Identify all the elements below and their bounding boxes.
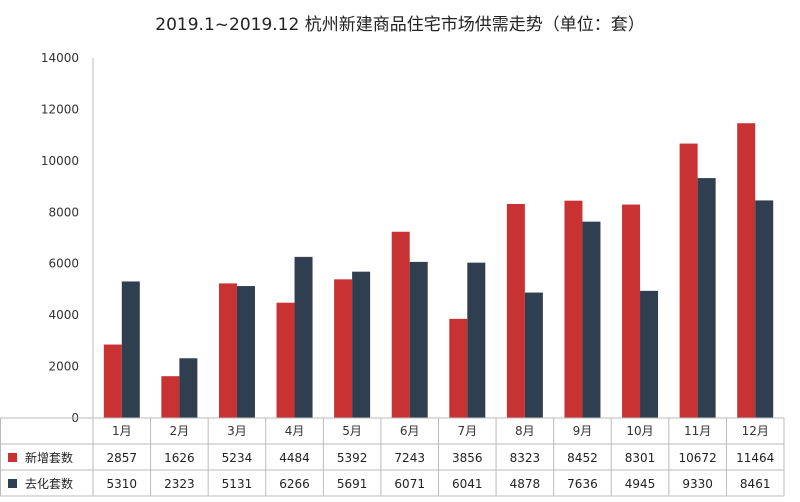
bar-sold (179, 358, 198, 418)
legend-swatch (8, 479, 17, 488)
bar-sold (640, 290, 659, 418)
x-category-label: 3月 (227, 424, 247, 438)
data-label: 3856 (452, 451, 483, 465)
bar-sold (352, 271, 371, 418)
x-category-label: 1月 (112, 424, 132, 438)
legend-label: 新增套数 (25, 450, 73, 465)
x-category-label: 7月 (457, 424, 477, 438)
data-label: 6071 (394, 477, 425, 491)
data-label: 9330 (682, 477, 713, 491)
data-label: 2323 (164, 477, 195, 491)
x-category-label: 4月 (285, 424, 305, 438)
data-label: 6266 (279, 477, 310, 491)
x-category-label: 9月 (573, 424, 593, 438)
bar-new-supply (103, 344, 122, 418)
bar-sold (409, 261, 428, 418)
bar-new-supply (391, 231, 410, 418)
bar-new-supply (161, 376, 180, 418)
y-tick-label: 2000 (48, 360, 79, 374)
bar-new-supply (218, 283, 237, 418)
bar-new-supply (622, 204, 641, 418)
data-label: 11464 (736, 451, 774, 465)
bar-new-supply (679, 143, 698, 418)
x-category-label: 10月 (626, 424, 653, 438)
data-label: 1626 (164, 451, 195, 465)
data-label: 4878 (510, 477, 541, 491)
x-category-label: 5月 (342, 424, 362, 438)
data-label: 5234 (222, 451, 253, 465)
y-tick-label: 4000 (48, 308, 79, 322)
bar-sold (755, 200, 774, 418)
bar-sold (467, 262, 486, 418)
data-label: 8323 (510, 451, 541, 465)
data-label: 5691 (337, 477, 368, 491)
y-tick-label: 8000 (48, 205, 79, 219)
data-label: 4945 (625, 477, 656, 491)
bar-sold (294, 256, 313, 418)
x-category-label: 6月 (400, 424, 420, 438)
data-label: 10672 (679, 451, 717, 465)
y-tick-label: 10000 (41, 154, 79, 168)
data-label: 6041 (452, 477, 483, 491)
bar-new-supply (506, 203, 525, 418)
data-label: 8452 (567, 451, 598, 465)
bar-sold (236, 286, 255, 418)
bar-sold (697, 178, 716, 418)
legend-swatch (8, 453, 17, 462)
bar-new-supply (276, 302, 295, 418)
data-label: 5131 (222, 477, 253, 491)
bar-sold (121, 281, 140, 418)
x-category-label: 2月 (170, 424, 190, 438)
bar-new-supply (737, 123, 756, 418)
y-tick-label: 12000 (41, 102, 79, 116)
chart-title: 2019.1~2019.12 杭州新建商品住宅市场供需走势（单位：套） (155, 15, 645, 35)
bar-new-supply (564, 200, 583, 418)
bar-sold (582, 221, 601, 418)
data-label: 5310 (107, 477, 138, 491)
data-label: 5392 (337, 451, 368, 465)
data-label: 8301 (625, 451, 656, 465)
data-label: 7243 (394, 451, 425, 465)
bar-new-supply (334, 279, 353, 418)
data-label: 2857 (107, 451, 138, 465)
bars (103, 123, 774, 418)
x-category-label: 11月 (684, 424, 711, 438)
y-tick-label: 6000 (48, 257, 79, 271)
data-label: 8461 (740, 477, 771, 491)
data-label: 4484 (279, 451, 310, 465)
bar-new-supply (449, 318, 468, 418)
data-label: 7636 (567, 477, 598, 491)
x-category-label: 8月 (515, 424, 535, 438)
y-tick-label: 14000 (41, 51, 79, 65)
x-category-label: 12月 (742, 424, 769, 438)
bar-sold (524, 292, 543, 418)
legend-label: 去化套数 (25, 476, 73, 491)
